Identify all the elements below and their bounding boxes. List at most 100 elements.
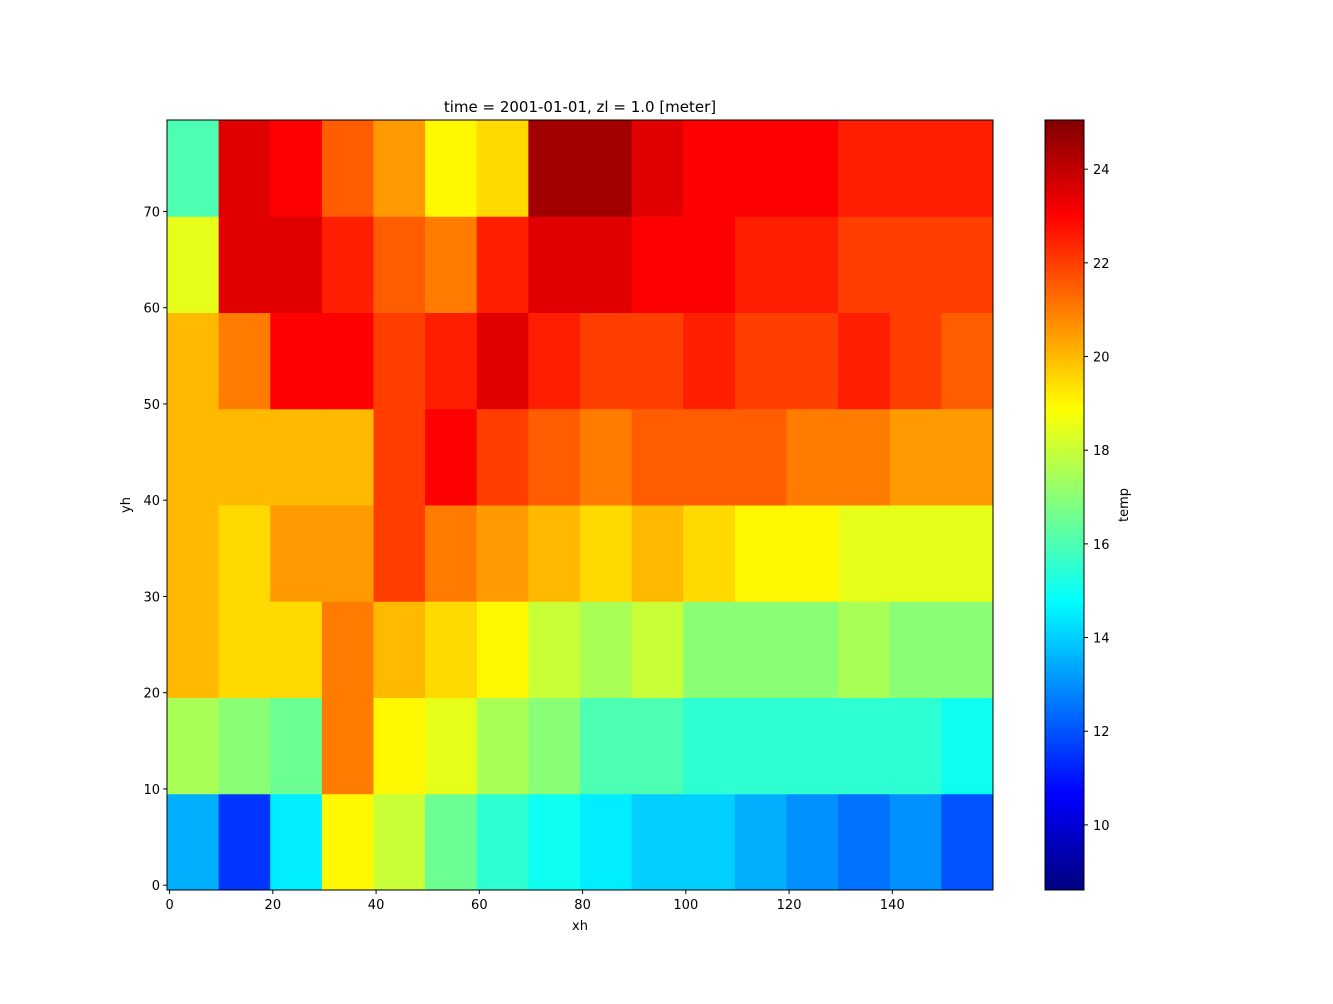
heatmap-cell — [941, 408, 994, 506]
colorbar-tick-label: 10 — [1093, 819, 1110, 834]
heatmap-cell — [838, 697, 891, 795]
y-tick-label: 40 — [143, 494, 160, 509]
heatmap-cell — [631, 408, 684, 506]
plot-frame — [166, 119, 994, 891]
heatmap-cell — [528, 120, 581, 217]
heatmap-cell — [734, 120, 787, 217]
y-tick-label: 70 — [143, 205, 160, 220]
heatmap-cell — [425, 697, 478, 795]
heatmap-cell — [683, 601, 736, 698]
heatmap-cell — [373, 697, 426, 795]
heatmap-cell — [786, 505, 839, 602]
heatmap-cell — [270, 312, 323, 410]
heatmap-cell — [528, 505, 581, 602]
y-tick-label: 30 — [143, 590, 160, 605]
heatmap-cell — [425, 793, 478, 891]
heatmap-cell — [734, 697, 787, 795]
heatmap-cell — [683, 505, 736, 602]
x-tick-label: 60 — [471, 898, 488, 913]
colorbar-label: temp — [1117, 488, 1132, 522]
heatmap-cell — [889, 601, 942, 698]
heatmap-cell — [889, 120, 942, 217]
heatmap-cell — [270, 408, 323, 506]
colorbar-tick-label: 24 — [1093, 163, 1110, 178]
heatmap-cell — [425, 216, 478, 313]
heatmap-cell — [476, 408, 529, 506]
x-tick-label: 0 — [165, 898, 173, 913]
heatmap-cell — [786, 697, 839, 795]
heatmap-cell — [941, 120, 994, 217]
heatmap-cell — [476, 793, 529, 891]
y-tick-label: 50 — [143, 398, 160, 413]
chart-title: time = 2001-01-01, zl = 1.0 [meter] — [444, 98, 716, 116]
heatmap-cell — [683, 216, 736, 313]
x-axis-label: xh — [572, 919, 588, 934]
heatmap-cell — [218, 505, 271, 602]
y-tick-label: 0 — [152, 879, 160, 894]
heatmap-cell — [476, 312, 529, 410]
colorbar-tick-label: 12 — [1093, 725, 1110, 740]
heatmap-cell — [889, 505, 942, 602]
heatmap-cell — [373, 601, 426, 698]
heatmap-cell — [683, 120, 736, 217]
heatmap-cell — [631, 312, 684, 410]
heatmap-cell — [270, 601, 323, 698]
heatmap-cell — [838, 793, 891, 891]
heatmap-cell — [580, 793, 633, 891]
x-tick-label: 120 — [777, 898, 802, 913]
colorbar-tick-label: 18 — [1093, 444, 1110, 459]
heatmap-cell — [580, 697, 633, 795]
heatmap-cell — [270, 216, 323, 313]
heatmap-cell — [218, 793, 271, 891]
heatmap-cell — [941, 216, 994, 313]
heatmap-cell — [631, 697, 684, 795]
heatmap-cell — [167, 793, 220, 891]
heatmap-cell — [476, 601, 529, 698]
x-tick-label: 140 — [880, 898, 905, 913]
heatmap-cell — [373, 505, 426, 602]
heatmap-cell — [476, 120, 529, 217]
heatmap-cell — [218, 408, 271, 506]
y-tick-label: 20 — [143, 687, 160, 702]
heatmap-cell — [321, 505, 374, 602]
y-tick-label: 10 — [143, 783, 160, 798]
heatmap-cell — [528, 697, 581, 795]
heatmap-cell — [425, 408, 478, 506]
colorbar-tick-label: 16 — [1093, 538, 1110, 553]
heatmap-cell — [218, 697, 271, 795]
heatmap-cell — [528, 312, 581, 410]
colorbar-tick-label: 20 — [1093, 351, 1110, 366]
heatmap-cell — [528, 216, 581, 313]
heatmap-cell — [425, 505, 478, 602]
heatmap-cell — [941, 312, 994, 410]
heatmap-cell — [838, 216, 891, 313]
heatmap-cell — [683, 793, 736, 891]
heatmap-cell — [941, 697, 994, 795]
colorbar — [1044, 119, 1085, 891]
heatmap-cell — [373, 216, 426, 313]
heatmap-cell — [528, 601, 581, 698]
heatmap-cell — [167, 697, 220, 795]
heatmap-cell — [941, 505, 994, 602]
heatmap-cell — [321, 216, 374, 313]
heatmap-cell — [734, 793, 787, 891]
heatmap-cell — [889, 793, 942, 891]
heatmap-cell — [580, 120, 633, 217]
heatmap-cell — [734, 312, 787, 410]
heatmap-cell — [425, 120, 478, 217]
heatmap-cell — [167, 601, 220, 698]
heatmap-cell — [838, 120, 891, 217]
heatmap-cell — [580, 408, 633, 506]
heatmap-cell — [786, 601, 839, 698]
heatmap-cell — [321, 120, 374, 217]
heatmap-cell — [631, 216, 684, 313]
heatmap-cell — [580, 216, 633, 313]
heatmap-cell — [321, 601, 374, 698]
heatmap-cell — [631, 505, 684, 602]
heatmap-cell — [167, 505, 220, 602]
heatmap-cell — [373, 408, 426, 506]
heatmap-cell — [580, 505, 633, 602]
heatmap-cell — [889, 312, 942, 410]
heatmap-cell — [786, 312, 839, 410]
y-axis-label: yh — [119, 497, 134, 513]
